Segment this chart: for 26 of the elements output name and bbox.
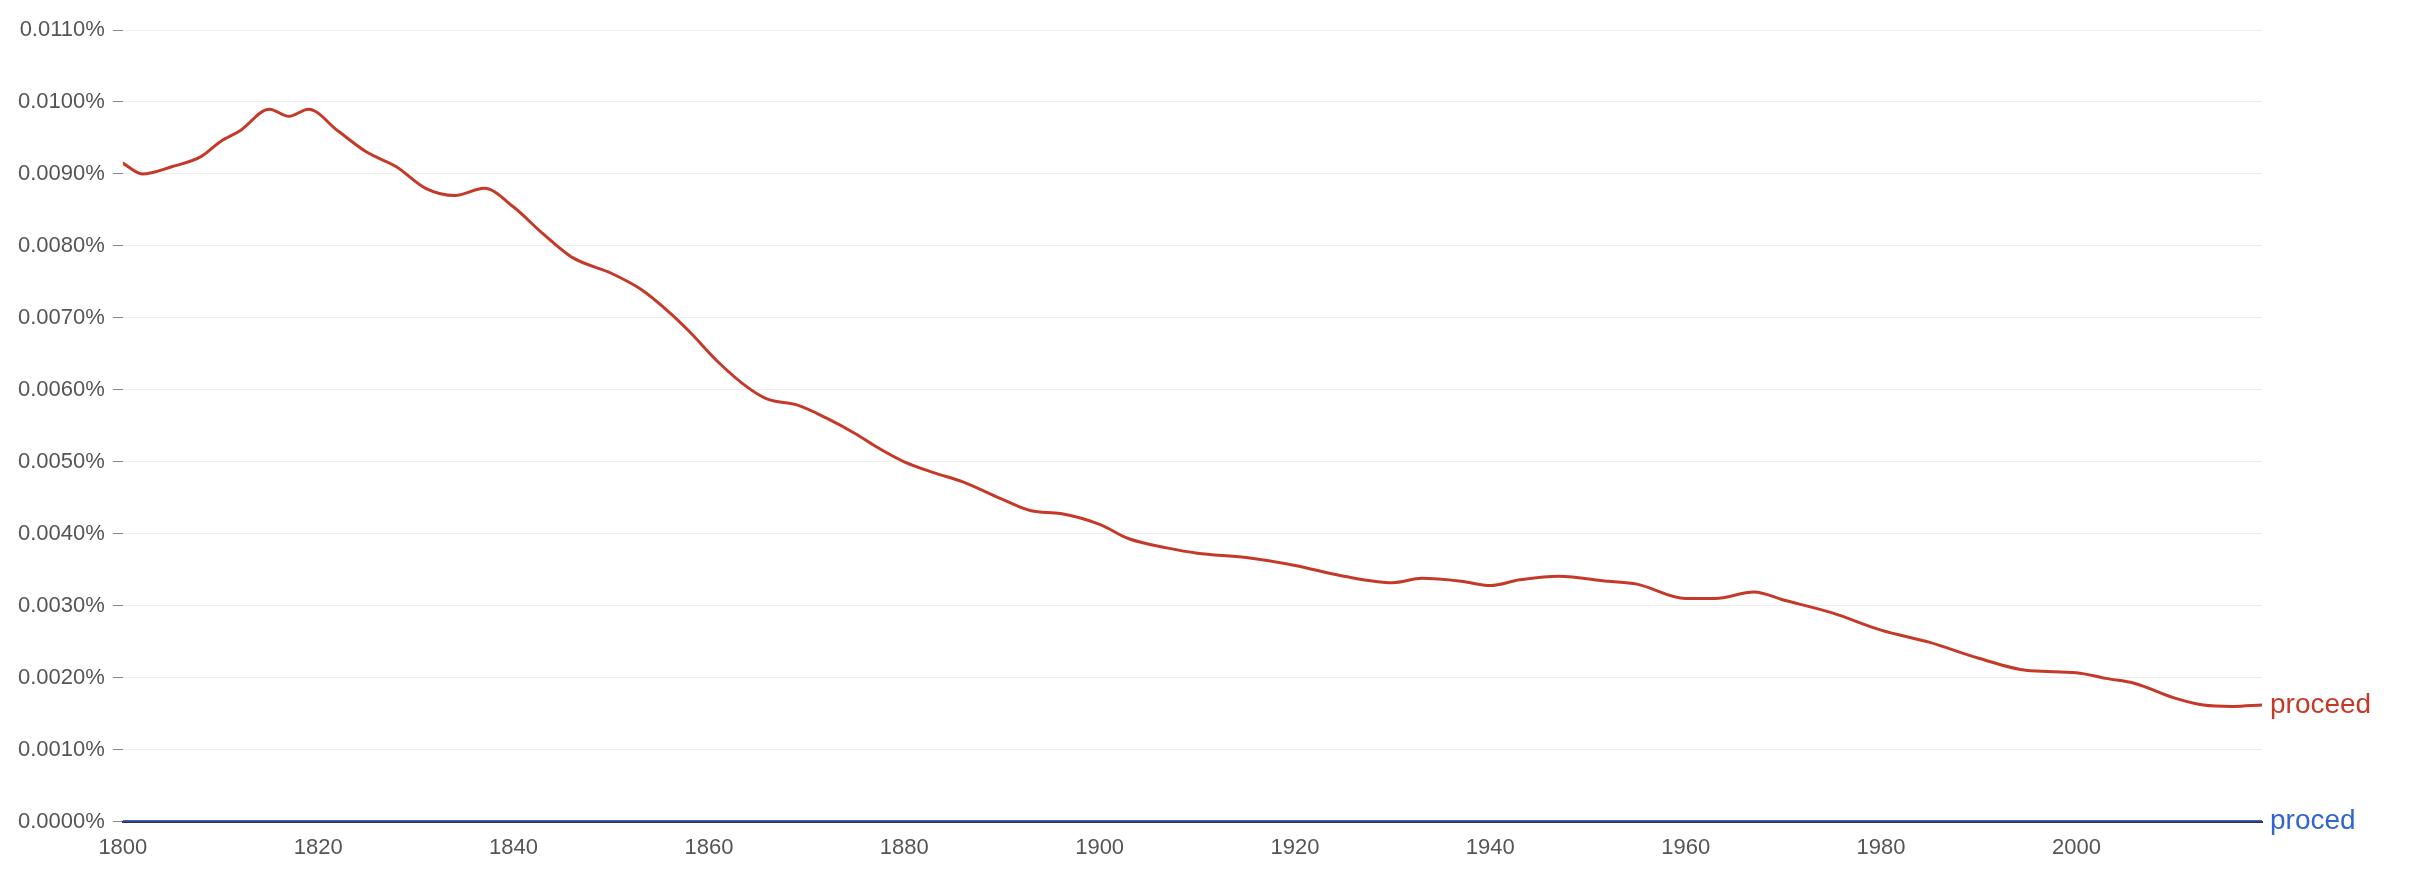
x-tick-label: 1900: [1075, 833, 1125, 859]
y-tick-label: 0.0070%: [17, 303, 105, 329]
y-tick-label: 0.0110%: [19, 16, 105, 42]
y-tick-label: 0.0030%: [17, 591, 105, 617]
y-tick-label: 0.0060%: [17, 375, 105, 401]
x-tick-label: 1880: [879, 833, 929, 859]
y-tick-label: 0.0090%: [17, 159, 105, 185]
series-label: proced: [2270, 804, 2356, 836]
x-tick-label: 1820: [293, 833, 343, 859]
x-tick-label: 1800: [98, 833, 148, 859]
x-tick-label: 1840: [489, 833, 539, 859]
x-tick-label: 1940: [1465, 833, 1515, 859]
y-tick-label: 0.0020%: [17, 663, 105, 689]
x-tick-label: 1960: [1661, 833, 1711, 859]
line-series: [122, 107, 2262, 708]
y-tick-label: 0.0000%: [17, 807, 105, 833]
y-tick-label: 0.0100%: [17, 88, 105, 114]
x-tick-label: 1920: [1270, 833, 1320, 859]
x-tick-label: 1980: [1856, 833, 1906, 859]
y-tick-label: 0.0040%: [17, 519, 105, 545]
x-tick-label: 1860: [684, 833, 734, 859]
y-tick-label: 0.0080%: [17, 231, 105, 257]
x-tick-label: 2000: [2051, 833, 2101, 859]
y-tick-label: 0.0010%: [17, 735, 105, 761]
series-label: proceed: [2270, 687, 2372, 719]
y-tick-label: 0.0050%: [17, 447, 105, 473]
